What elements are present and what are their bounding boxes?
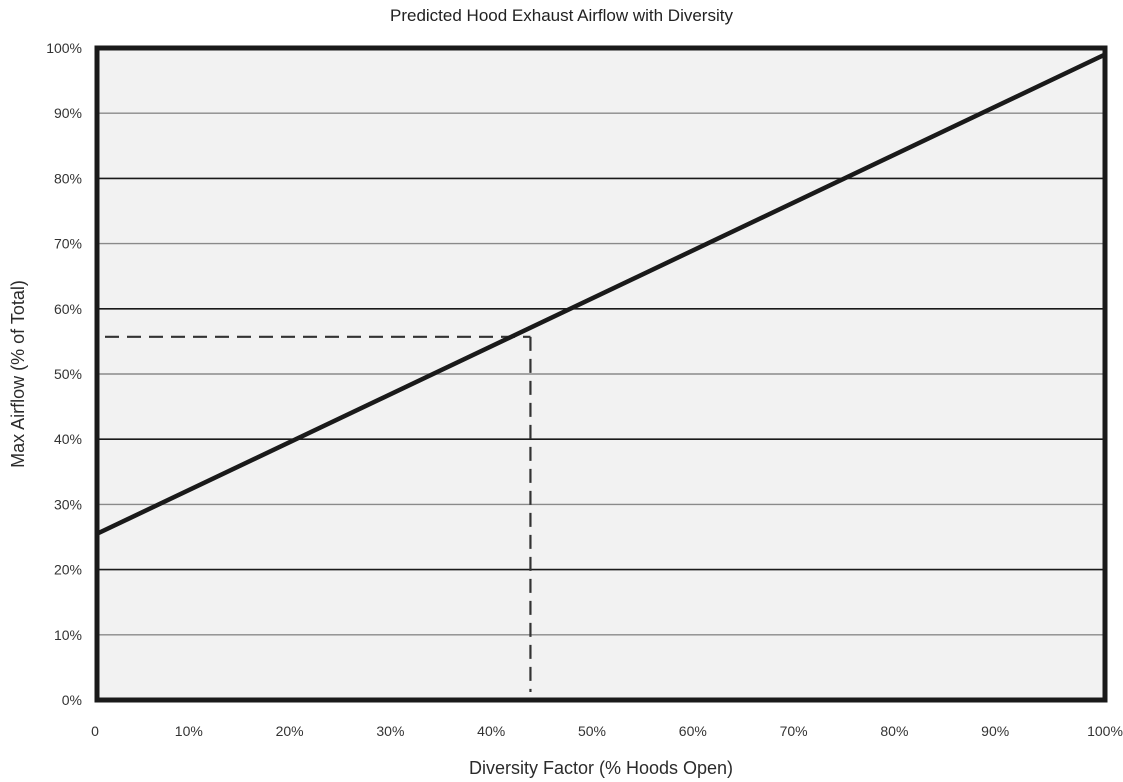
x-tick-labels: 0 10% 20% 30% 40% 50% 60% 70% 80% 90% 100% xyxy=(91,723,1123,739)
plot-frame xyxy=(94,45,1108,703)
y-tick-label: 30% xyxy=(54,496,82,512)
reference-lines xyxy=(105,335,532,692)
y-tick-label: 20% xyxy=(54,562,82,578)
x-tick-label: 30% xyxy=(376,723,404,739)
x-tick-label: 80% xyxy=(880,723,908,739)
x-tick-label: 70% xyxy=(780,723,808,739)
y-tick-labels: 0% 10% 20% 30% 40% 50% 60% 70% 80% 90% 100% xyxy=(46,40,82,708)
y-tick-label: 70% xyxy=(54,236,82,252)
x-tick-label: 20% xyxy=(276,723,304,739)
x-axis-label: Diversity Factor (% Hoods Open) xyxy=(469,758,733,778)
y-tick-label: 60% xyxy=(54,301,82,317)
x-tick-label: 90% xyxy=(981,723,1009,739)
x-tick-label: 60% xyxy=(679,723,707,739)
x-tick-label: 40% xyxy=(477,723,505,739)
y-tick-label: 50% xyxy=(54,366,82,382)
chart-title: Predicted Hood Exhaust Airflow with Dive… xyxy=(390,6,733,25)
y-tick-label: 10% xyxy=(54,627,82,643)
x-tick-label: 50% xyxy=(578,723,606,739)
series-group xyxy=(96,52,1106,536)
y-tick-label: 0% xyxy=(62,692,82,708)
gridlines xyxy=(97,112,1105,636)
x-tick-label: 10% xyxy=(175,723,203,739)
y-tick-label: 100% xyxy=(46,40,82,56)
x-tick-label: 100% xyxy=(1087,723,1123,739)
y-axis-label: Max Airflow (% of Total) xyxy=(8,280,28,468)
x-tick-label: 0 xyxy=(91,723,99,739)
y-tick-label: 90% xyxy=(54,105,82,121)
y-tick-label: 80% xyxy=(54,170,82,186)
series-line xyxy=(96,52,1106,536)
y-tick-label: 40% xyxy=(54,431,82,447)
